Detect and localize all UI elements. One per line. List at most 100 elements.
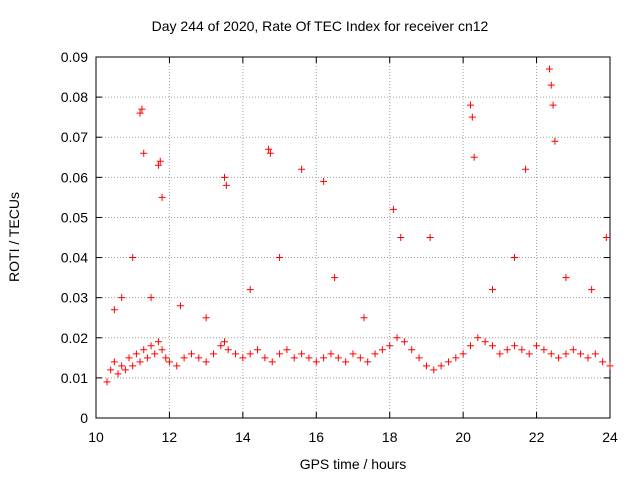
data-point bbox=[202, 314, 210, 322]
y-tick-label: 0.09 bbox=[61, 49, 88, 65]
data-point bbox=[331, 274, 339, 282]
data-point bbox=[466, 342, 474, 350]
x-tick-label: 18 bbox=[382, 429, 398, 445]
data-point bbox=[246, 286, 254, 294]
y-tick-label: 0.01 bbox=[61, 370, 88, 386]
data-point bbox=[602, 234, 610, 241]
data-point bbox=[156, 157, 164, 165]
data-point bbox=[140, 346, 148, 354]
data-point bbox=[489, 342, 497, 350]
data-point bbox=[154, 161, 162, 169]
y-tick-label: 0.06 bbox=[61, 169, 88, 185]
data-point bbox=[129, 362, 137, 370]
data-point bbox=[525, 350, 533, 358]
data-point bbox=[140, 149, 148, 157]
data-point bbox=[187, 350, 195, 358]
data-point bbox=[103, 378, 111, 386]
data-point bbox=[132, 350, 140, 358]
data-point bbox=[408, 346, 416, 354]
data-point bbox=[547, 350, 555, 358]
data-point bbox=[606, 362, 614, 370]
data-point bbox=[540, 346, 548, 354]
data-point bbox=[158, 346, 166, 354]
data-point bbox=[246, 350, 254, 358]
y-tick-label: 0.05 bbox=[61, 209, 88, 225]
data-point bbox=[312, 358, 320, 366]
data-point bbox=[474, 334, 482, 342]
data-point bbox=[459, 350, 467, 358]
data-point bbox=[397, 234, 405, 241]
data-point bbox=[261, 354, 269, 362]
chart-title: Day 244 of 2020, Rate Of TEC Index for r… bbox=[151, 18, 489, 34]
data-point bbox=[562, 350, 570, 358]
data-point bbox=[562, 274, 570, 282]
x-axis-label: GPS time / hours bbox=[299, 456, 407, 472]
data-point bbox=[147, 342, 155, 350]
data-point bbox=[151, 350, 159, 358]
data-point bbox=[489, 286, 497, 294]
data-point bbox=[437, 362, 445, 370]
data-point bbox=[533, 342, 541, 350]
data-point bbox=[591, 350, 599, 358]
data-point bbox=[547, 81, 555, 89]
data-point bbox=[118, 362, 126, 370]
data-point bbox=[254, 346, 262, 354]
data-point bbox=[545, 65, 553, 73]
data-point bbox=[121, 366, 129, 374]
y-tick-label: 0.08 bbox=[61, 89, 88, 105]
data-point bbox=[422, 362, 430, 370]
data-point bbox=[110, 358, 118, 366]
data-point bbox=[389, 205, 397, 213]
data-point bbox=[268, 358, 276, 366]
data-point bbox=[599, 358, 607, 366]
data-point bbox=[496, 350, 504, 358]
data-point bbox=[320, 177, 328, 185]
data-point bbox=[549, 101, 557, 109]
data-point bbox=[386, 342, 394, 350]
data-point bbox=[180, 354, 188, 362]
data-point bbox=[173, 362, 181, 370]
data-point bbox=[468, 113, 476, 121]
data-point bbox=[522, 165, 530, 173]
data-point bbox=[577, 350, 585, 358]
data-point bbox=[136, 358, 144, 366]
data-point bbox=[518, 346, 526, 354]
data-series bbox=[103, 65, 614, 386]
data-point bbox=[138, 105, 146, 113]
data-point bbox=[511, 254, 519, 262]
data-point bbox=[222, 181, 230, 189]
data-point bbox=[426, 234, 434, 241]
data-point bbox=[162, 354, 170, 362]
data-point bbox=[349, 350, 357, 358]
data-point bbox=[165, 358, 173, 366]
x-tick-label: 22 bbox=[529, 429, 545, 445]
data-point bbox=[588, 286, 596, 294]
x-tick-label: 24 bbox=[602, 429, 618, 445]
data-point bbox=[290, 354, 298, 362]
data-point bbox=[154, 338, 162, 346]
data-point bbox=[430, 366, 438, 374]
data-point bbox=[466, 101, 474, 109]
data-point bbox=[400, 338, 408, 346]
data-point bbox=[266, 149, 274, 157]
data-point bbox=[415, 354, 423, 362]
data-point bbox=[298, 165, 306, 173]
y-tick-label: 0.03 bbox=[61, 290, 88, 306]
x-tick-label: 20 bbox=[455, 429, 471, 445]
data-point bbox=[265, 145, 273, 153]
data-point bbox=[114, 370, 122, 378]
x-tick-label: 12 bbox=[162, 429, 178, 445]
data-point bbox=[378, 346, 386, 354]
data-point bbox=[195, 354, 203, 362]
data-point bbox=[298, 350, 306, 358]
y-tick-label: 0 bbox=[80, 410, 88, 426]
data-point bbox=[118, 294, 126, 302]
plot-frame bbox=[95, 56, 611, 419]
data-point bbox=[470, 153, 478, 161]
data-point bbox=[452, 354, 460, 362]
data-point bbox=[224, 346, 232, 354]
data-point bbox=[110, 306, 118, 314]
data-point bbox=[569, 346, 577, 354]
data-point bbox=[107, 366, 115, 374]
y-tick-label: 0.04 bbox=[61, 250, 88, 266]
